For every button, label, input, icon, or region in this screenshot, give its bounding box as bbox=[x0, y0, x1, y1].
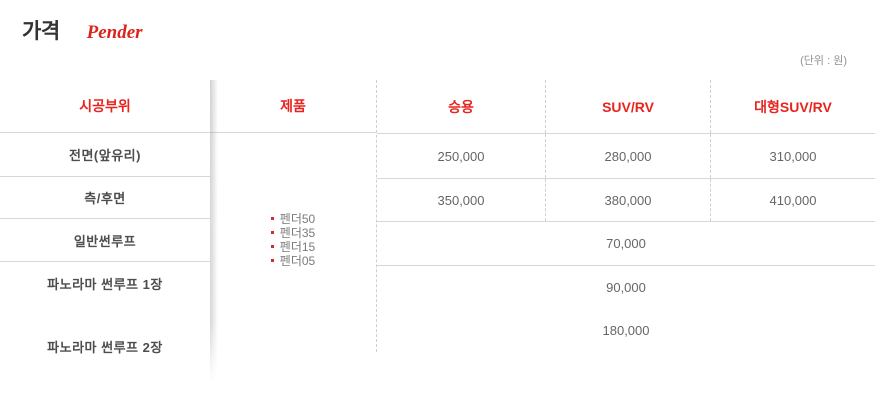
price-header-row: 승용 SUV/RV 대형SUV/RV bbox=[377, 80, 875, 134]
page-title: 가격 bbox=[22, 20, 60, 43]
bullet-icon bbox=[270, 231, 274, 234]
column-prices: 승용 SUV/RV 대형SUV/RV 250,000 280,000 310,0… bbox=[376, 80, 875, 352]
price-cell: 180,000 bbox=[377, 309, 875, 352]
product-name: 펜더35 bbox=[279, 225, 316, 240]
price-value: 90,000 bbox=[606, 280, 646, 295]
bullet-icon bbox=[270, 217, 274, 220]
list-item: 펜더05 bbox=[270, 253, 316, 268]
table-row: 파노라마 썬루프 2장 bbox=[0, 305, 210, 387]
header-suv: SUV/RV bbox=[545, 80, 710, 133]
price-cell: 410,000 bbox=[710, 179, 875, 221]
area-label: 파노라마 썬루프 2장 bbox=[47, 339, 163, 355]
product-list: 펜더50 펜더35 펜더15 펜더05 bbox=[210, 133, 376, 346]
price-value: 180,000 bbox=[602, 323, 650, 338]
price-row-merged: 180,000 bbox=[377, 309, 875, 352]
header-area: 시공부위 bbox=[0, 80, 210, 133]
bullet-icon bbox=[270, 245, 274, 248]
brand-logo-text: Pender bbox=[86, 22, 143, 43]
table-row: 일반썬루프 bbox=[0, 219, 210, 262]
area-label: 측/후면 bbox=[84, 191, 126, 206]
product-name: 펜더15 bbox=[279, 239, 316, 254]
product-name: 펜더50 bbox=[279, 211, 316, 226]
table-row: 파노라마 썬루프 1장 bbox=[0, 262, 210, 305]
table-row: 전면(앞유리) bbox=[0, 133, 210, 177]
price-row: 350,000 380,000 410,000 bbox=[377, 179, 875, 222]
table-row: 측/후면 bbox=[0, 177, 210, 219]
list-item: 펜더15 bbox=[270, 239, 316, 254]
column-areas: 시공부위 전면(앞유리) 측/후면 일반썬루프 파노라마 썬루프 1장 파노라마… bbox=[0, 80, 210, 387]
price-value: 350,000 bbox=[437, 192, 485, 208]
header-large-suv: 대형SUV/RV bbox=[710, 80, 875, 133]
list-item: 펜더35 bbox=[270, 225, 316, 240]
area-label: 전면(앞유리) bbox=[69, 148, 141, 163]
header-passenger: 승용 bbox=[448, 98, 474, 115]
area-label: 파노라마 썬루프 1장 bbox=[47, 277, 163, 292]
price-value: 250,000 bbox=[437, 148, 485, 164]
price-cell: 280,000 bbox=[545, 134, 710, 178]
price-cell: 250,000 bbox=[377, 134, 545, 178]
price-row-merged: 90,000 bbox=[377, 266, 875, 309]
unit-note: (단위 : 원) bbox=[800, 55, 847, 67]
price-row-merged: 70,000 bbox=[377, 222, 875, 266]
area-label: 일반썬루프 bbox=[73, 233, 137, 249]
price-value: 380,000 bbox=[604, 192, 652, 208]
price-value: 280,000 bbox=[604, 148, 652, 164]
column-products: 제품 펜더50 펜더35 펜더15 펜더05 bbox=[210, 80, 376, 346]
bullet-icon bbox=[270, 259, 274, 262]
title-row: 가격 Pender bbox=[22, 15, 143, 45]
price-cell: 70,000 bbox=[377, 222, 875, 265]
price-row: 250,000 280,000 310,000 bbox=[377, 134, 875, 179]
price-value: 410,000 bbox=[769, 192, 817, 208]
price-cell: 350,000 bbox=[377, 179, 545, 221]
product-name: 펜더05 bbox=[279, 253, 316, 268]
price-value: 70,000 bbox=[606, 236, 646, 251]
list-item: 펜더50 bbox=[270, 211, 316, 226]
header-product: 제품 bbox=[210, 80, 376, 133]
price-table: 시공부위 전면(앞유리) 측/후면 일반썬루프 파노라마 썬루프 1장 파노라마… bbox=[0, 80, 875, 387]
price-cell: 310,000 bbox=[710, 134, 875, 178]
price-cell: 380,000 bbox=[545, 179, 710, 221]
price-value: 310,000 bbox=[769, 148, 817, 164]
price-cell: 90,000 bbox=[377, 266, 875, 309]
